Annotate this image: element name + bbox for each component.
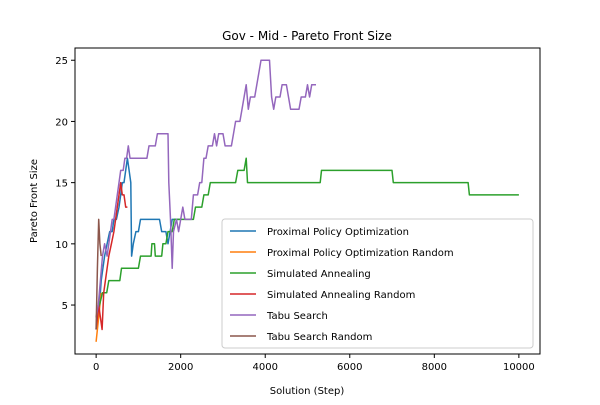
series-line-simulated-annealing	[95, 157, 519, 318]
series-lines	[95, 59, 519, 342]
legend-label-simulated-annealing: Simulated Annealing	[267, 269, 371, 280]
legend-label-tabu-search-random: Tabu Search Random	[266, 332, 372, 343]
x-tick-label: 2000	[168, 362, 193, 373]
plot-frame	[74, 47, 541, 355]
x-axis: 0 2000 4000 6000 8000 10000	[93, 354, 535, 373]
legend-label-proximal-policy-optimization: Proximal Policy Optimization	[267, 227, 409, 238]
legend-label-proximal-policy-optimization-random: Proximal Policy Optimization Random	[267, 248, 454, 259]
legend: Proximal Policy Optimization Proximal Pol…	[221, 218, 534, 349]
y-tick-label: 25	[55, 56, 68, 67]
y-tick-label: 15	[55, 179, 68, 190]
x-axis-label: Solution (Step)	[270, 386, 345, 397]
chart-title: Gov - Mid - Pareto Front Size	[222, 29, 392, 43]
y-tick-label: 10	[55, 240, 68, 251]
legend-label-simulated-annealing-random: Simulated Annealing Random	[267, 290, 415, 301]
series-line-tabu-search-random	[95, 218, 102, 330]
legend-label-tabu-search: Tabu Search	[266, 311, 328, 322]
series-line-tabu-search	[95, 59, 316, 318]
y-axis-label: Pareto Front Size	[29, 159, 40, 243]
x-tick-label: 10000	[503, 362, 535, 373]
y-axis: 5 10 15 20 25	[55, 56, 75, 312]
x-tick-label: 6000	[337, 362, 362, 373]
x-tick-label: 4000	[253, 362, 278, 373]
y-tick-label: 5	[62, 301, 68, 312]
x-tick-label: 0	[93, 362, 99, 373]
legend-box	[221, 218, 534, 349]
y-tick-label: 20	[55, 117, 68, 128]
series-line-simulated-annealing-random	[95, 181, 128, 331]
x-tick-label: 8000	[422, 362, 447, 373]
